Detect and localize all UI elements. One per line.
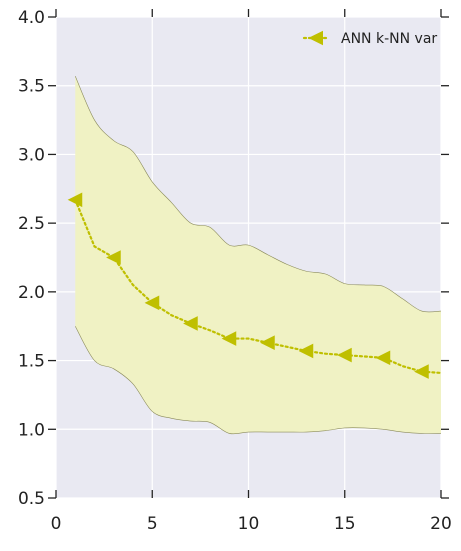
x-tick-label: 20	[430, 514, 452, 534]
data-point-marker	[298, 343, 314, 359]
data-point-marker	[144, 295, 160, 311]
data-point-marker	[67, 192, 83, 208]
band-lower-edge	[74, 326, 442, 435]
data-point-marker	[414, 364, 429, 379]
data-point-marker	[337, 347, 352, 363]
x-tick-label: 5	[147, 514, 158, 534]
y-tick-label: 2.0	[18, 283, 45, 303]
legend-label: ANN k-NN var	[341, 31, 437, 47]
y-tick-label: 4.0	[18, 8, 45, 28]
band-upper-edge	[74, 75, 442, 313]
x-tick-label: 10	[238, 514, 260, 534]
y-tick-label: 3.5	[18, 77, 45, 97]
legend: ANN k-NN var	[302, 30, 437, 47]
y-tick-label: 2.5	[18, 214, 45, 234]
data-point-marker	[375, 350, 391, 366]
legend-marker-swatch	[308, 30, 323, 46]
data-point-marker	[106, 250, 121, 265]
x-tick-label: 15	[334, 514, 356, 534]
axis-ticks: 0 5 10 15 20 0.5 1.0 1.5 2.0 2.5 3.0 3.5 4.0	[18, 8, 452, 534]
x-tick-label: 0	[51, 514, 62, 534]
variance-band-area	[75, 76, 441, 434]
y-tick-label: 1.0	[18, 420, 45, 440]
data-point-marker	[260, 335, 275, 351]
data-point-marker	[221, 331, 237, 346]
data-point-marker	[183, 316, 198, 331]
y-tick-label: 0.5	[18, 489, 45, 509]
y-tick-label: 3.0	[18, 145, 45, 165]
y-tick-label: 1.5	[18, 352, 45, 372]
series-markers	[67, 192, 429, 379]
variance-band	[74, 75, 442, 435]
